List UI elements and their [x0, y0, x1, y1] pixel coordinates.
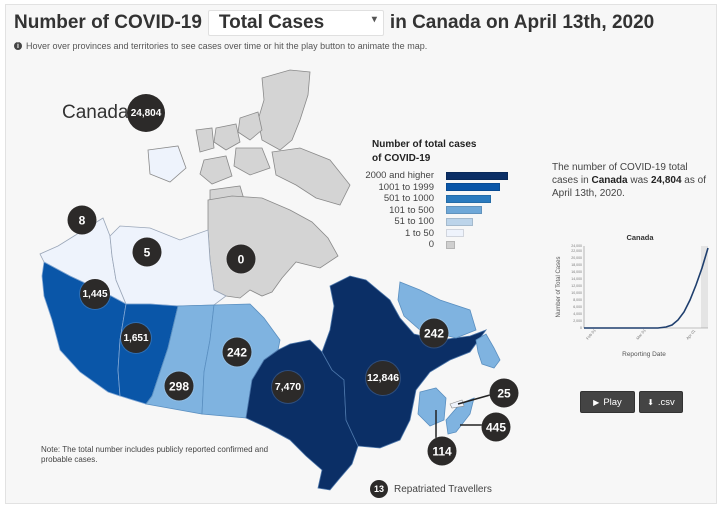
title-prefix: Number of COVID-19	[14, 12, 202, 33]
chart-ylabel: Number of Total Cases	[556, 257, 562, 318]
national-total-bubble: 24,804	[127, 94, 165, 132]
region-new-brunswick[interactable]	[417, 387, 447, 427]
chart-xlabel: Reporting Date	[622, 351, 666, 358]
chart-highlight-band	[701, 246, 708, 328]
legend-swatch	[446, 240, 455, 249]
play-button-label: Play	[603, 396, 622, 408]
info-icon: i	[14, 42, 22, 50]
bubble-northwest-territories[interactable]: 5	[132, 237, 162, 267]
map-legend: Number of total cases of COVID-19 2000 a…	[360, 138, 508, 251]
summary-part1: The number of COVID-19 total cases in	[552, 162, 688, 186]
bubble-alberta[interactable]: 1,651	[121, 323, 151, 353]
legend-swatch	[446, 183, 500, 192]
bubble-newfoundland-labrador[interactable]: 242	[419, 318, 449, 348]
svg-text:2,000: 2,000	[573, 319, 582, 323]
svg-text:22,000: 22,000	[571, 249, 582, 253]
x-axis-ticks: Feb 01 Mar 01 Apr 01	[585, 327, 697, 340]
chevron-down-icon: ▾	[371, 14, 377, 25]
region-nunavut[interactable]	[207, 195, 339, 299]
svg-text:4,000: 4,000	[573, 312, 582, 316]
page-header: Number of COVID-19 Total Cases ▾ in Cana…	[14, 10, 654, 36]
svg-text:16,000: 16,000	[571, 270, 582, 274]
legend-label: 501 to 1000	[383, 193, 434, 205]
legend-swatch	[446, 229, 464, 238]
legend-item: 1001 to 1999	[360, 182, 508, 194]
legend-label: 51 to 100	[394, 216, 434, 228]
legend-item: 1 to 50	[360, 228, 508, 240]
region-prince-edward-island[interactable]	[449, 399, 465, 409]
legend-label: 1001 to 1999	[378, 181, 434, 193]
cases-line	[584, 247, 709, 329]
legend-item: 501 to 1000	[360, 193, 508, 205]
bubble-yukon[interactable]: 8	[67, 205, 97, 235]
legend-swatch	[446, 206, 482, 215]
svg-text:10,000: 10,000	[571, 291, 582, 295]
bubble-manitoba[interactable]: 242	[222, 337, 252, 367]
legend-label: 2000 and higher	[365, 170, 434, 182]
canada-label: Canada	[62, 102, 129, 123]
region-newfoundland[interactable]	[475, 333, 501, 369]
metric-select[interactable]: Total Cases ▾	[207, 10, 384, 36]
svg-text:8,000: 8,000	[573, 298, 582, 302]
legend-item: 101 to 500	[360, 205, 508, 217]
legend-swatch	[446, 217, 473, 226]
summary-part2: was	[627, 175, 651, 186]
legend-label: 101 to 500	[389, 204, 434, 216]
svg-text:18,000: 18,000	[571, 263, 582, 267]
bubble-british-columbia[interactable]: 1,445	[80, 279, 110, 309]
summary-total: 24,804	[650, 175, 682, 186]
bubble-nova-scotia[interactable]: 445	[481, 412, 511, 442]
region-quebec[interactable]	[321, 275, 488, 449]
play-icon: ▶	[593, 397, 600, 407]
arctic-islands	[195, 69, 351, 213]
svg-text:Mar 01: Mar 01	[635, 327, 647, 340]
y-axis-ticks: 0 2,000 4,000 6,000 8,000 10,000 12,000 14,000…	[571, 244, 582, 330]
title-suffix: in Canada on April 13th, 2020	[389, 12, 655, 33]
footnote: Note: The total number includes publicly…	[41, 445, 269, 464]
legend-label: 0	[428, 239, 434, 251]
legend-item: 2000 and higher	[360, 170, 508, 182]
metric-select-value: Total Cases	[218, 12, 325, 33]
region-labrador[interactable]	[397, 281, 477, 339]
bubble-ontario[interactable]: 7,470	[272, 371, 304, 403]
svg-text:12,000: 12,000	[571, 284, 582, 288]
svg-text:Apr 01: Apr 01	[685, 328, 697, 341]
svg-text:6,000: 6,000	[573, 305, 582, 309]
region-northwest-territories[interactable]	[109, 225, 227, 307]
bubble-prince-edward-island[interactable]: 25	[489, 378, 519, 408]
svg-text:Feb 01: Feb 01	[585, 327, 597, 340]
legend-label: 1 to 50	[404, 227, 434, 239]
svg-text:20,000: 20,000	[571, 256, 582, 260]
chart-title: Canada	[626, 233, 654, 242]
legend-item: 0	[360, 239, 508, 251]
repatriated-label: Repatriated Travellers	[394, 483, 492, 495]
repatriated-travellers: 13 Repatriated Travellers	[370, 480, 492, 498]
download-csv-label: .csv	[657, 396, 675, 408]
bubble-quebec[interactable]: 12,846	[366, 361, 400, 395]
legend-title-line2: of COVID-19	[372, 153, 431, 164]
leader-lines	[435, 394, 491, 438]
legend-swatch	[446, 194, 491, 203]
cases-over-time-chart: Canada 0 2,000 4,000 6,000 8,000 10,000 12,00…	[556, 233, 709, 358]
hint-text: i Hover over provinces and territories t…	[14, 41, 427, 51]
legend-title-line1: Number of total cases	[372, 139, 477, 150]
legend-swatch	[446, 171, 508, 180]
svg-text:24,000: 24,000	[571, 244, 582, 248]
play-button[interactable]: ▶ Play	[580, 391, 635, 413]
summary-part3: as of April 13th, 2020.	[552, 175, 706, 199]
download-icon: ⬇	[647, 397, 654, 407]
summary-text: The number of COVID-19 total cases in Ca…	[552, 161, 712, 200]
svg-text:0: 0	[580, 326, 582, 330]
summary-region: Canada	[591, 175, 628, 186]
svg-text:14,000: 14,000	[571, 277, 582, 281]
bubble-nunavut[interactable]: 0	[226, 244, 256, 274]
bubble-new-brunswick[interactable]: 114	[427, 436, 457, 466]
repatriated-bubble[interactable]: 13	[370, 480, 388, 498]
victoria-island	[147, 145, 187, 183]
legend-item: 51 to 100	[360, 216, 508, 228]
download-csv-button[interactable]: ⬇ .csv	[639, 391, 683, 413]
hint-label: Hover over provinces and territories to …	[26, 41, 428, 51]
bubble-saskatchewan[interactable]: 298	[164, 371, 194, 401]
